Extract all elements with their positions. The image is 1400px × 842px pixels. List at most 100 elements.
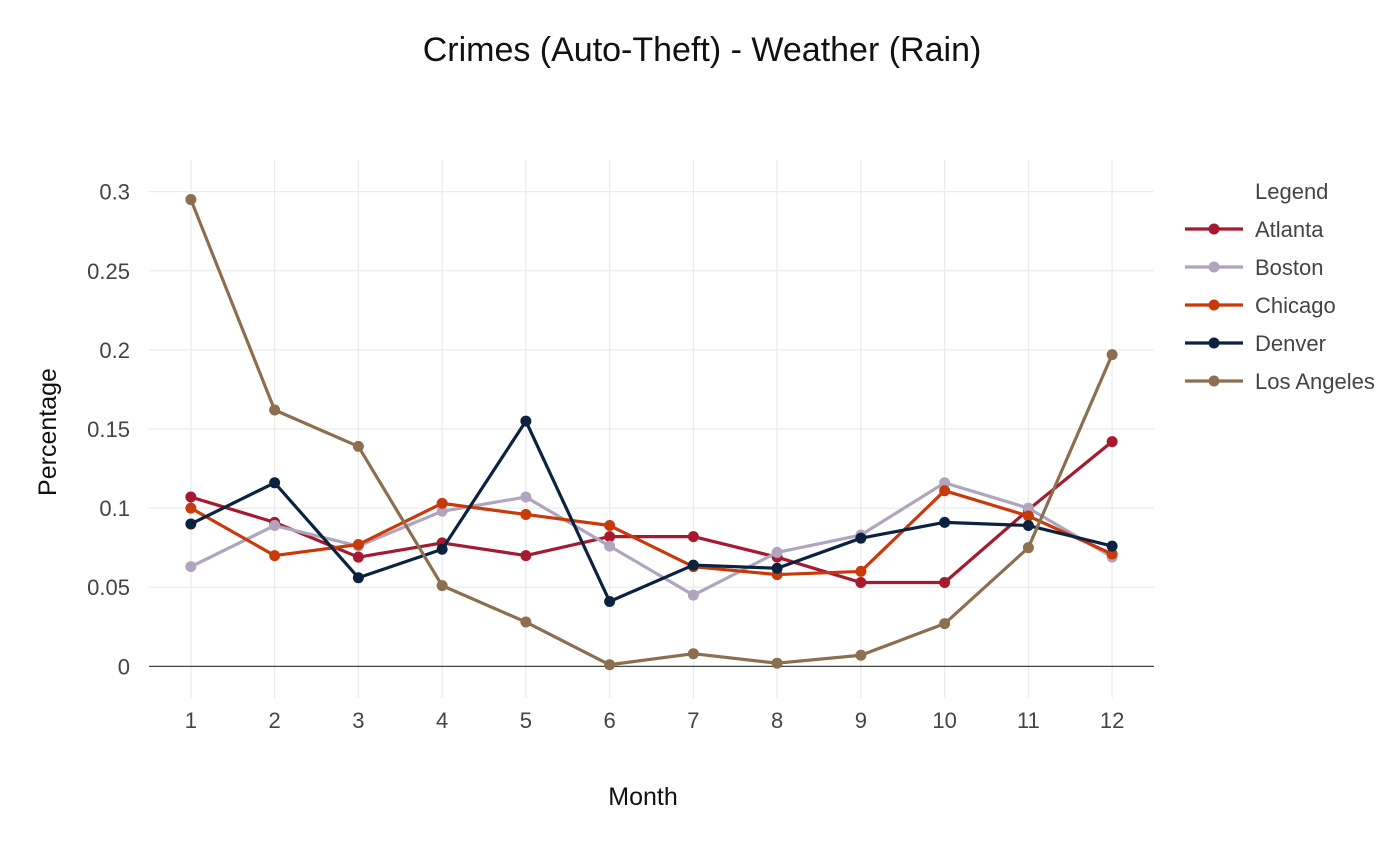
data-point-boston[interactable] [604, 540, 616, 552]
legend-label: Atlanta [1255, 217, 1324, 242]
data-point-chicago[interactable] [604, 520, 616, 532]
y-tick-label: 0.3 [99, 180, 130, 205]
data-point-boston[interactable] [520, 491, 532, 503]
data-point-denver[interactable] [687, 559, 699, 571]
series-los-angeles [185, 194, 1118, 671]
data-point-boston[interactable] [939, 477, 951, 489]
series-chicago [185, 485, 1118, 581]
legend-item-chicago[interactable]: Chicago [1185, 293, 1336, 318]
data-point-los-angeles[interactable] [520, 616, 532, 628]
data-point-los-angeles[interactable] [1106, 349, 1118, 361]
data-point-los-angeles[interactable] [855, 649, 867, 661]
series-line-boston [190, 481, 1113, 597]
x-tick-label: 12 [1100, 708, 1124, 733]
grid-layer [149, 160, 1154, 698]
data-point-denver[interactable] [855, 532, 867, 544]
x-tick-label: 6 [604, 708, 616, 733]
data-point-chicago[interactable] [269, 550, 281, 562]
legend-item-denver[interactable]: Denver [1185, 331, 1326, 356]
x-tick-label: 11 [1017, 708, 1040, 733]
data-point-los-angeles[interactable] [687, 648, 699, 660]
legend-item-atlanta[interactable]: Atlanta [1185, 217, 1324, 242]
data-point-denver[interactable] [269, 477, 281, 489]
legend-label: Denver [1255, 331, 1326, 356]
x-tick-label: 10 [932, 708, 956, 733]
data-point-los-angeles[interactable] [771, 657, 783, 669]
x-tick-label: 7 [687, 708, 699, 733]
data-point-boston[interactable] [1022, 502, 1034, 514]
data-point-chicago[interactable] [1022, 510, 1034, 522]
data-point-atlanta[interactable] [520, 550, 532, 562]
data-point-los-angeles[interactable] [185, 194, 197, 206]
series-line-atlanta [190, 440, 1114, 585]
data-point-denver[interactable] [771, 562, 783, 574]
data-point-chicago[interactable] [855, 565, 867, 577]
data-point-boston[interactable] [771, 546, 783, 558]
data-point-denver[interactable] [1106, 540, 1118, 552]
x-tick-label: 8 [771, 708, 783, 733]
data-point-chicago[interactable] [1106, 548, 1118, 560]
y-tick-label: 0.1 [99, 496, 130, 521]
x-tick-label: 2 [269, 708, 281, 733]
legend-label: Los Angeles [1255, 369, 1375, 394]
data-point-denver[interactable] [604, 595, 616, 607]
legend: Legend Atlanta Boston Chicago Denver Los Ang… [1185, 179, 1375, 394]
x-axis-ticks: 1 2 3 4 5 6 7 8 9 10 11 12 [185, 708, 1125, 733]
y-tick-label: 0.05 [87, 575, 130, 600]
x-tick-label: 3 [352, 708, 364, 733]
data-point-denver[interactable] [185, 518, 197, 530]
data-point-los-angeles[interactable] [939, 618, 951, 630]
y-tick-label: 0.25 [87, 259, 130, 284]
data-point-chicago[interactable] [185, 502, 197, 514]
series-line-los-angeles [189, 198, 1114, 667]
legend-swatch-marker [1208, 223, 1220, 235]
y-axis-ticks: 0 0.05 0.1 0.15 0.2 0.25 0.3 [87, 180, 130, 680]
series-line-denver [190, 419, 1113, 604]
data-point-los-angeles[interactable] [436, 580, 448, 592]
data-point-atlanta[interactable] [687, 531, 699, 543]
data-point-boston[interactable] [687, 589, 699, 601]
x-tick-label: 1 [185, 708, 197, 733]
data-point-atlanta[interactable] [604, 531, 616, 543]
data-point-atlanta[interactable] [185, 491, 197, 503]
data-point-boston[interactable] [269, 520, 281, 532]
data-point-chicago[interactable] [352, 539, 364, 551]
series-line-chicago [190, 489, 1113, 577]
legend-title: Legend [1255, 179, 1328, 204]
x-axis-title: Month [608, 783, 677, 811]
data-point-denver[interactable] [939, 516, 951, 528]
data-point-boston[interactable] [436, 505, 448, 517]
data-point-los-angeles[interactable] [1022, 542, 1034, 554]
x-tick-label: 5 [520, 708, 532, 733]
data-point-atlanta[interactable] [855, 576, 867, 588]
series-atlanta [185, 436, 1118, 588]
data-point-chicago[interactable] [520, 508, 532, 520]
data-point-denver[interactable] [352, 572, 364, 584]
legend-item-los-angeles[interactable]: Los Angeles [1185, 369, 1375, 394]
series-denver [185, 415, 1118, 607]
data-point-denver[interactable] [520, 415, 532, 427]
legend-swatch-marker [1208, 375, 1220, 387]
data-point-los-angeles[interactable] [604, 659, 616, 671]
chart-title: Crimes (Auto-Theft) - Weather (Rain) [423, 31, 982, 69]
legend-label: Chicago [1255, 293, 1336, 318]
legend-swatch-marker [1208, 337, 1220, 349]
data-point-chicago[interactable] [436, 497, 448, 509]
data-point-atlanta[interactable] [352, 551, 364, 563]
legend-items: Atlanta Boston Chicago Denver Los Angeles [1185, 217, 1375, 394]
y-tick-label: 0.15 [87, 417, 130, 442]
data-point-atlanta[interactable] [1106, 436, 1118, 448]
legend-label: Boston [1255, 255, 1324, 280]
data-point-denver[interactable] [436, 543, 448, 555]
data-point-los-angeles[interactable] [269, 404, 281, 416]
data-point-denver[interactable] [1022, 520, 1034, 532]
data-point-chicago[interactable] [939, 485, 951, 497]
data-point-boston[interactable] [185, 561, 197, 573]
data-point-atlanta[interactable] [939, 576, 951, 588]
legend-item-boston[interactable]: Boston [1185, 255, 1324, 280]
y-tick-label: 0.2 [99, 338, 130, 363]
x-tick-label: 9 [855, 708, 867, 733]
data-point-los-angeles[interactable] [352, 440, 364, 452]
